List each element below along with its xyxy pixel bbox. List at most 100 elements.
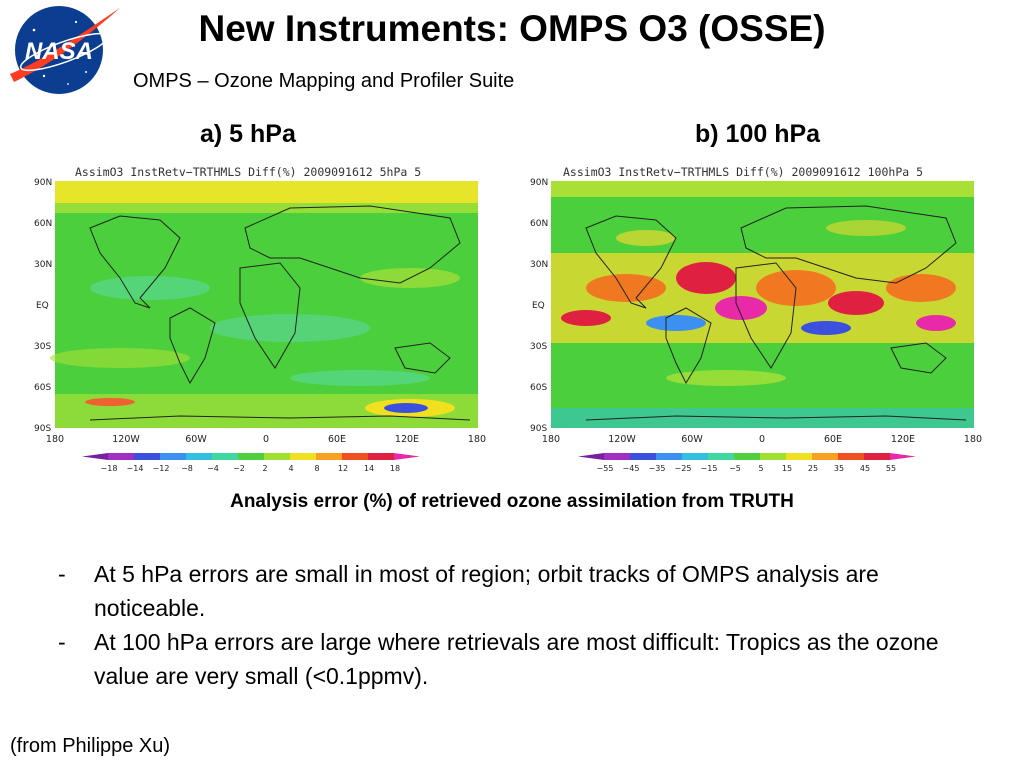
panel-b-coastlines xyxy=(585,205,967,421)
panel-b-plot-title: AssimO3 InstRetv−TRTHMLS Diff(%) 2009091… xyxy=(563,165,923,179)
lat-tick: 30S xyxy=(34,342,51,352)
lat-tick: 30N xyxy=(530,260,548,270)
lon-tick: 120E xyxy=(891,434,915,445)
colorbar-swatch xyxy=(630,453,656,460)
colorbar-tick: 35 xyxy=(834,464,844,473)
panel-a-lat-ticks: 90N 60N 30N EQ 30S 60S 90S xyxy=(34,178,52,434)
bullet-text: At 100 hPa errors are large where retrie… xyxy=(94,629,939,689)
colorbar-tick: 5 xyxy=(758,464,763,473)
colorbar-tick: −5 xyxy=(729,464,741,473)
colorbar-tick: −8 xyxy=(181,464,193,473)
colorbar-tick: 55 xyxy=(886,464,896,473)
lon-tick: 60E xyxy=(824,434,842,445)
colorbar-swatch xyxy=(212,453,238,460)
colorbar-swatch xyxy=(290,453,316,460)
credit-note: (from Philippe Xu) xyxy=(10,735,171,757)
colorbar-swatch xyxy=(812,453,838,460)
colorbar-tick: 8 xyxy=(314,464,319,473)
lat-tick: 90N xyxy=(530,178,548,188)
panel-b-colorbar-ticks: −55 −45 −35 −25 −15 −5 5 15 25 35 45 55 xyxy=(597,464,897,473)
colorbar-swatch xyxy=(786,453,812,460)
slide-subtitle: OMPS – Ozone Mapping and Profiler Suite xyxy=(133,70,515,92)
slide-title: New Instruments: OMPS O3 (OSSE) xyxy=(198,8,826,49)
lon-tick: 180 xyxy=(964,434,982,445)
lat-tick: 90S xyxy=(34,424,51,434)
colorbar-tick: −55 xyxy=(597,464,614,473)
colorbar-tick: 25 xyxy=(808,464,818,473)
colorbar-swatch xyxy=(316,453,342,460)
colorbar-tick: −18 xyxy=(101,464,118,473)
lat-tick: 90N xyxy=(34,178,52,188)
colorbar-swatch xyxy=(708,453,734,460)
colorbar-tick: −4 xyxy=(207,464,219,473)
lat-tick: 30N xyxy=(34,260,52,270)
lon-tick: 0 xyxy=(263,434,269,445)
lat-tick: 30S xyxy=(530,342,547,352)
lon-tick: 60W xyxy=(185,434,207,445)
colorbar-tick: 18 xyxy=(390,464,400,473)
nasa-logo: NASA xyxy=(10,6,120,94)
svg-text:NASA: NASA xyxy=(25,38,93,65)
colorbar-tick: −2 xyxy=(233,464,245,473)
colorbar-swatch xyxy=(134,453,160,460)
lat-tick: EQ xyxy=(36,301,49,311)
panel-a-map-field xyxy=(50,181,478,428)
colorbar-swatch xyxy=(108,453,134,460)
bullet-dash: - xyxy=(58,629,66,655)
colorbar-swatch xyxy=(342,453,368,460)
panel-a-coastlines xyxy=(89,205,471,421)
colorbar-swatch xyxy=(604,453,630,460)
lon-tick: 60E xyxy=(328,434,346,445)
panel-b-map: AssimO3 InstRetv−TRTHMLS Diff(%) 2009091… xyxy=(526,158,986,476)
panel-a-label: a) 5 hPa xyxy=(200,120,296,148)
colorbar-tick: −25 xyxy=(675,464,692,473)
colorbar-tick: 45 xyxy=(860,464,870,473)
colorbar-tick: 15 xyxy=(782,464,792,473)
lon-tick: 180 xyxy=(46,434,64,445)
figure-caption: Analysis error (%) of retrieved ozone as… xyxy=(230,491,794,512)
panel-a-colorbar xyxy=(82,453,420,460)
lon-tick: 180 xyxy=(542,434,560,445)
colorbar-tick: 12 xyxy=(338,464,348,473)
panel-b-lat-ticks: 90N 60N 30N EQ 30S 60S 90S xyxy=(530,178,548,434)
lon-tick: 120W xyxy=(112,434,140,445)
panel-b-map-field xyxy=(551,181,974,428)
colorbar-tick: −15 xyxy=(701,464,718,473)
lon-tick: 180 xyxy=(468,434,486,445)
lon-tick: 120E xyxy=(395,434,419,445)
lat-tick: 90S xyxy=(530,424,547,434)
colorbar-swatch xyxy=(760,453,786,460)
lat-tick: EQ xyxy=(532,301,545,311)
colorbar-tick: 14 xyxy=(364,464,374,473)
colorbar-tick: −12 xyxy=(153,464,170,473)
colorbar-swatch xyxy=(238,453,264,460)
panel-b-label: b) 100 hPa xyxy=(695,120,821,148)
lat-tick: 60N xyxy=(530,219,548,229)
colorbar-swatch xyxy=(734,453,760,460)
bullet-item: - At 100 hPa errors are large where retr… xyxy=(58,625,958,693)
lon-tick: 60W xyxy=(681,434,703,445)
panel-a-lon-ticks: 180 120W 60W 0 60E 120E 180 xyxy=(46,434,486,445)
colorbar-tick: −14 xyxy=(127,464,144,473)
colorbar-swatch xyxy=(368,453,394,460)
colorbar-swatch xyxy=(394,453,420,460)
colorbar-swatch xyxy=(656,453,682,460)
colorbar-swatch xyxy=(82,453,108,460)
bullet-item: - At 5 hPa errors are small in most of r… xyxy=(58,557,958,625)
panel-b-colorbar xyxy=(578,453,916,460)
lat-tick: 60N xyxy=(34,219,52,229)
colorbar-tick: −45 xyxy=(623,464,640,473)
colorbar-swatch xyxy=(864,453,890,460)
bullet-list: - At 5 hPa errors are small in most of r… xyxy=(58,557,958,693)
lat-tick: 60S xyxy=(34,383,51,393)
colorbar-swatch xyxy=(890,453,916,460)
colorbar-tick: 2 xyxy=(262,464,267,473)
colorbar-tick: −35 xyxy=(649,464,666,473)
colorbar-swatch xyxy=(838,453,864,460)
colorbar-swatch xyxy=(682,453,708,460)
panel-b-lon-ticks: 180 120W 60W 0 60E 120E 180 xyxy=(542,434,982,445)
lon-tick: 0 xyxy=(759,434,765,445)
lat-tick: 60S xyxy=(530,383,547,393)
panel-a-plot-title: AssimO3 InstRetv−TRTHMLS Diff(%) 2009091… xyxy=(75,165,421,179)
bullet-dash: - xyxy=(58,561,66,587)
